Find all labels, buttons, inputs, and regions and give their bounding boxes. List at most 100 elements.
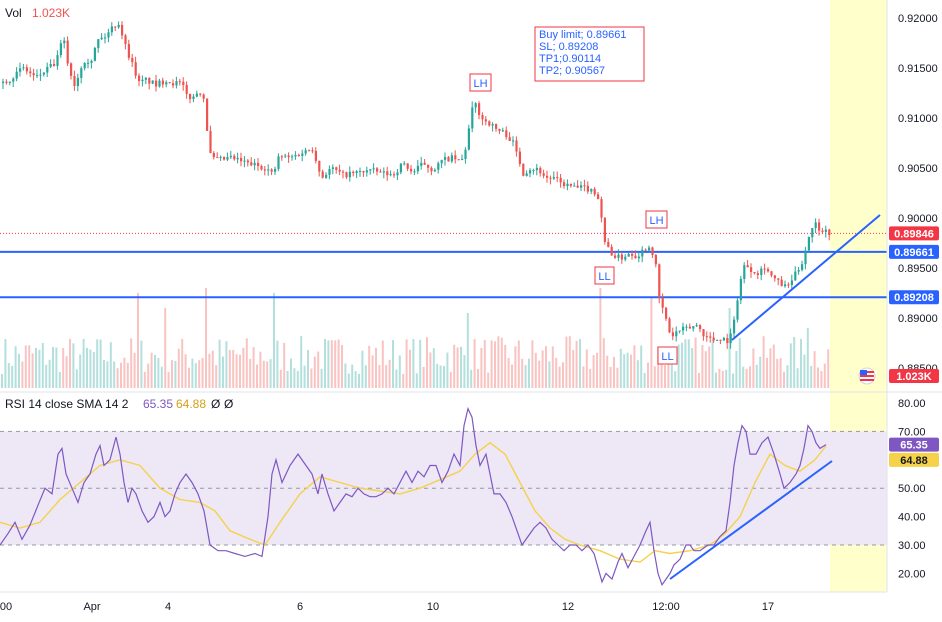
- candle[interactable]: [461, 154, 464, 161]
- candle[interactable]: [246, 158, 249, 167]
- candle[interactable]: [756, 270, 759, 280]
- price-levels[interactable]: [0, 232, 887, 299]
- candle[interactable]: [121, 21, 124, 40]
- candle[interactable]: [824, 225, 827, 238]
- candle[interactable]: [692, 326, 695, 332]
- candle[interactable]: [624, 254, 627, 262]
- candle[interactable]: [114, 26, 117, 31]
- candle[interactable]: [243, 156, 246, 168]
- candle[interactable]: [97, 39, 100, 53]
- candle[interactable]: [12, 77, 15, 88]
- candle[interactable]: [8, 81, 11, 86]
- candle[interactable]: [675, 326, 678, 342]
- candle[interactable]: [331, 164, 334, 175]
- candle[interactable]: [127, 39, 130, 61]
- candle[interactable]: [32, 68, 35, 81]
- candle[interactable]: [90, 59, 93, 69]
- candle[interactable]: [457, 159, 460, 161]
- candle[interactable]: [478, 101, 481, 120]
- candle[interactable]: [501, 127, 504, 133]
- candle[interactable]: [515, 136, 518, 157]
- candle[interactable]: [546, 170, 549, 183]
- candle[interactable]: [2, 78, 5, 89]
- candle[interactable]: [104, 33, 107, 44]
- candle[interactable]: [416, 160, 419, 175]
- candle[interactable]: [488, 120, 491, 127]
- candle[interactable]: [49, 59, 52, 69]
- candle[interactable]: [767, 267, 770, 273]
- candle[interactable]: [631, 250, 634, 260]
- candle[interactable]: [260, 164, 263, 171]
- candle[interactable]: [100, 33, 103, 40]
- candle[interactable]: [620, 252, 623, 264]
- candle[interactable]: [263, 166, 266, 176]
- candle[interactable]: [325, 172, 328, 179]
- candle[interactable]: [522, 163, 525, 177]
- candle[interactable]: [804, 246, 807, 270]
- candle[interactable]: [76, 73, 79, 92]
- candle[interactable]: [552, 171, 555, 180]
- candle[interactable]: [535, 163, 538, 176]
- candle[interactable]: [155, 74, 158, 92]
- candle[interactable]: [661, 293, 664, 314]
- candle[interactable]: [399, 163, 402, 175]
- candle[interactable]: [39, 68, 42, 81]
- annotation-ll-1[interactable]: LL: [594, 266, 615, 285]
- candle[interactable]: [712, 332, 715, 343]
- candle[interactable]: [144, 76, 147, 85]
- candle[interactable]: [359, 167, 362, 177]
- candle[interactable]: [348, 166, 351, 182]
- candle[interactable]: [403, 161, 406, 166]
- candle[interactable]: [66, 36, 69, 66]
- candle[interactable]: [814, 218, 817, 234]
- candle[interactable]: [556, 171, 559, 183]
- candle[interactable]: [93, 46, 96, 62]
- trade-plan-box[interactable]: Buy limit; 0.89661 SL; 0.89208 TP1;0.901…: [534, 26, 645, 82]
- candle[interactable]: [195, 90, 198, 98]
- candle[interactable]: [733, 316, 736, 338]
- us-flag-icon[interactable]: [858, 367, 876, 385]
- candle[interactable]: [138, 73, 141, 87]
- candle[interactable]: [729, 328, 732, 349]
- candle[interactable]: [19, 62, 22, 77]
- candle[interactable]: [107, 28, 110, 43]
- candle[interactable]: [389, 170, 392, 177]
- candle[interactable]: [614, 251, 617, 260]
- candle[interactable]: [644, 248, 647, 252]
- candle[interactable]: [784, 280, 787, 288]
- candle[interactable]: [321, 169, 324, 179]
- candle[interactable]: [15, 67, 18, 82]
- candle[interactable]: [178, 78, 181, 86]
- candle[interactable]: [199, 93, 202, 97]
- candle[interactable]: [229, 151, 232, 159]
- candle[interactable]: [267, 164, 270, 176]
- candle[interactable]: [355, 170, 358, 178]
- candle[interactable]: [311, 147, 314, 154]
- candle[interactable]: [739, 275, 742, 304]
- candle[interactable]: [495, 123, 498, 132]
- candle[interactable]: [56, 50, 59, 70]
- candle[interactable]: [760, 266, 763, 281]
- candle[interactable]: [124, 33, 127, 50]
- candle[interactable]: [780, 276, 783, 287]
- candle[interactable]: [297, 153, 300, 157]
- candle[interactable]: [427, 164, 430, 173]
- candle[interactable]: [287, 152, 290, 163]
- candle[interactable]: [699, 324, 702, 333]
- candle[interactable]: [518, 147, 521, 167]
- candle[interactable]: [583, 179, 586, 192]
- candle[interactable]: [505, 126, 508, 140]
- candle[interactable]: [444, 152, 447, 166]
- candle[interactable]: [532, 168, 535, 175]
- candle[interactable]: [352, 170, 355, 177]
- candle[interactable]: [393, 171, 396, 178]
- candle[interactable]: [420, 156, 423, 170]
- candle[interactable]: [770, 270, 773, 278]
- candle[interactable]: [430, 166, 433, 176]
- candle[interactable]: [70, 62, 73, 80]
- candle[interactable]: [117, 21, 120, 29]
- candle[interactable]: [467, 124, 470, 151]
- annotation-ll-2[interactable]: LL: [657, 346, 678, 365]
- candle[interactable]: [586, 181, 589, 194]
